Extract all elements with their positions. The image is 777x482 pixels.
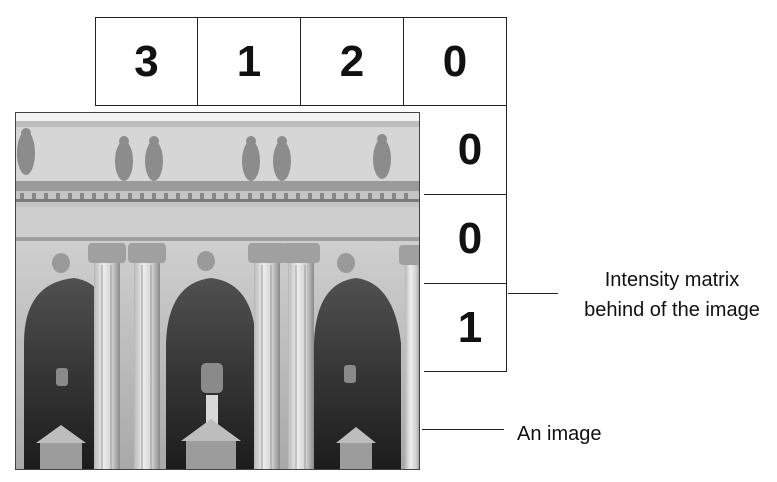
matrix-cell: 1: [424, 284, 507, 372]
matrix-callout-line: [508, 293, 558, 294]
image-label: An image: [517, 423, 602, 445]
image-callout-line: [422, 429, 504, 430]
building-facade-image: [16, 113, 423, 469]
matrix-cell: 3: [95, 17, 198, 106]
matrix-label: Intensity matrix behind of the image: [584, 269, 760, 321]
matrix-cell: 0: [424, 195, 507, 284]
matrix-cell: 0: [404, 17, 507, 106]
matrix-cell: 0: [424, 106, 507, 195]
building-photo: [15, 112, 423, 470]
matrix-cell: 2: [301, 17, 404, 106]
matrix-cell: 1: [198, 17, 301, 106]
